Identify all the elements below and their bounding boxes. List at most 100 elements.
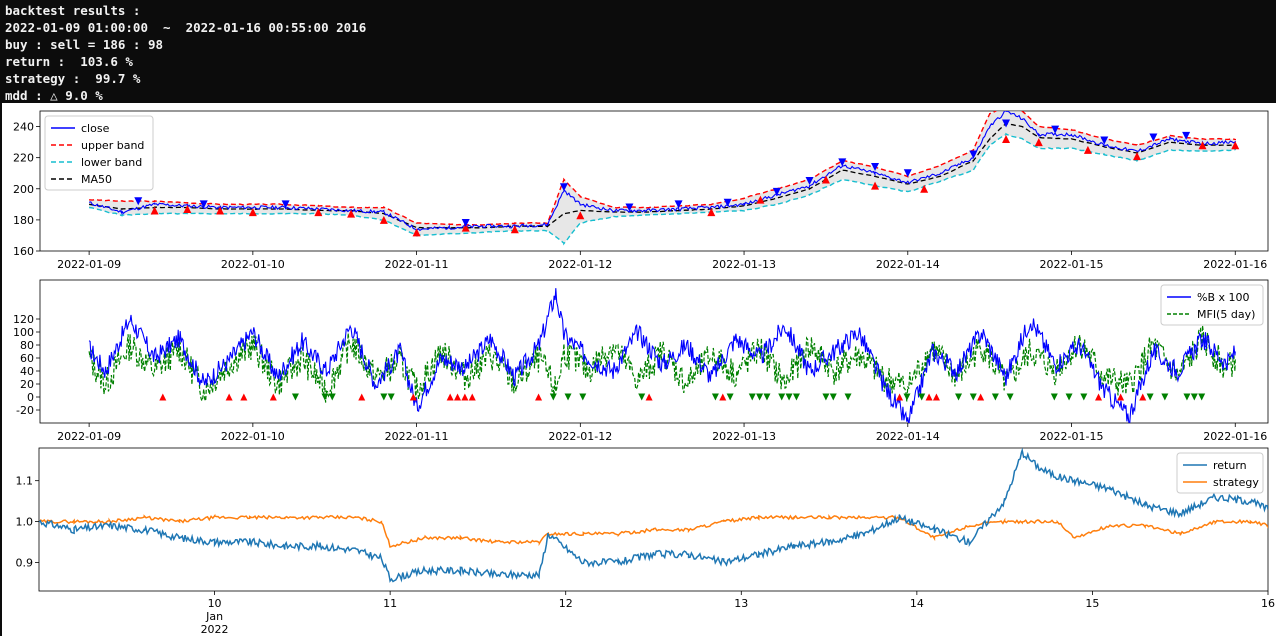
sell-marker	[903, 169, 912, 178]
sell-marker	[1182, 131, 1191, 140]
sell-marker	[1051, 125, 1060, 134]
sell-marker	[321, 393, 329, 401]
sell-marker	[955, 393, 963, 401]
sell-marker	[328, 393, 336, 401]
panel-frame-3	[38, 447, 1269, 592]
sell-marker	[1065, 393, 1073, 401]
buy-marker	[314, 208, 323, 217]
buy-marker	[535, 393, 543, 401]
buy-marker	[896, 393, 904, 401]
sell-marker	[772, 187, 781, 196]
x-tick-label: 2022-01-16	[1203, 430, 1267, 443]
sell-marker	[134, 197, 143, 206]
buy-marker	[412, 228, 421, 237]
plot-group-2	[88, 288, 1236, 423]
sell-marker	[711, 393, 719, 401]
sell-marker	[1146, 393, 1154, 401]
percent-b-line	[88, 288, 1236, 423]
legend-label: MFI(5 day)	[1197, 308, 1255, 321]
buy-marker	[150, 206, 159, 215]
sell-marker	[991, 393, 999, 401]
y-tick-label: 120	[13, 313, 34, 326]
sell-marker	[838, 158, 847, 167]
strategy-line	[39, 513, 1268, 548]
buy-marker	[977, 393, 985, 401]
sell-marker	[1149, 133, 1158, 142]
buy-marker	[1034, 138, 1043, 147]
buy-marker	[216, 206, 225, 215]
x-tick-label: 2022-01-13	[712, 430, 776, 443]
sell-marker	[1006, 393, 1014, 401]
x-tick-label: 2022-01-14	[876, 258, 940, 271]
sell-marker	[1190, 393, 1198, 401]
buy-marker	[454, 393, 462, 401]
sell-marker	[291, 393, 299, 401]
console-line-return: return : 103.6 %	[5, 54, 133, 69]
x-year-label: 2022	[201, 623, 229, 636]
ma50-line	[89, 122, 1236, 229]
lower-band-line	[89, 132, 1236, 246]
sell-marker	[1002, 119, 1011, 128]
buy-marker	[576, 211, 585, 220]
sell-marker	[805, 177, 814, 185]
sell-marker	[1198, 393, 1206, 401]
buy-marker	[756, 195, 765, 204]
buy-marker	[409, 393, 417, 401]
console-line-title: backtest results :	[5, 3, 141, 18]
sell-marker	[829, 393, 837, 401]
sell-marker	[1100, 136, 1109, 145]
buy-marker	[1083, 145, 1092, 154]
sell-marker	[844, 393, 852, 401]
buy-marker	[645, 393, 653, 401]
sell-marker	[778, 393, 786, 401]
legend-label: MA50	[81, 173, 112, 186]
buy-marker	[461, 393, 469, 401]
buy-marker	[446, 393, 454, 401]
legend-box	[44, 115, 154, 191]
x-tick-label: 15	[1085, 597, 1099, 610]
sell-marker	[549, 393, 557, 401]
x-tick-label: 2022-01-10	[221, 258, 285, 271]
buy-marker	[707, 208, 716, 217]
sell-marker	[763, 393, 771, 401]
plot-group-1	[88, 111, 1240, 246]
console-line-buy-sell: buy : sell = 186 : 98	[5, 37, 164, 52]
legend-box	[1176, 452, 1264, 494]
sell-marker	[1080, 393, 1088, 401]
x-tick-label: 13	[734, 597, 748, 610]
y-tick-label: 220	[13, 152, 34, 165]
y-tick-label: 80	[20, 339, 34, 352]
y-tick-label: -20	[16, 404, 34, 417]
buy-marker	[159, 393, 167, 401]
sell-marker	[380, 393, 388, 401]
sell-marker	[559, 183, 568, 192]
console-line-strategy: strategy : 99.7 %	[5, 71, 141, 86]
sell-marker	[792, 393, 800, 401]
sell-marker	[785, 393, 793, 401]
x-tick-label: 12	[559, 597, 573, 610]
sell-marker	[723, 198, 732, 207]
buy-marker	[871, 181, 880, 190]
buy-marker	[183, 205, 192, 213]
sell-marker	[638, 393, 646, 401]
legend-label: return	[1213, 459, 1247, 472]
sell-marker	[579, 393, 587, 401]
x-tick-label: 2022-01-14	[876, 430, 940, 443]
console-line-mdd: mdd : △ 9.0 %	[5, 88, 103, 103]
y-tick-label: 1.1	[16, 475, 34, 488]
buy-marker	[1095, 393, 1103, 401]
buy-marker	[1002, 135, 1011, 143]
sell-marker	[756, 393, 764, 401]
sell-marker	[564, 393, 572, 401]
sell-marker	[674, 200, 683, 209]
chart-area: 160 180 200 220 240 2022-01-09 2022-01-10 2022-…	[0, 103, 1276, 636]
y-tick-label: 0.9	[16, 556, 34, 569]
x-tick-label: 2022-01-16	[1203, 258, 1267, 271]
panel-frame-1	[39, 110, 1269, 252]
buy-marker	[1139, 393, 1147, 401]
x-tick-label: 2022-01-12	[548, 430, 612, 443]
buy-marker	[510, 225, 519, 234]
sell-marker	[1050, 393, 1058, 401]
buy-marker	[347, 209, 356, 218]
buy-marker	[821, 175, 830, 184]
